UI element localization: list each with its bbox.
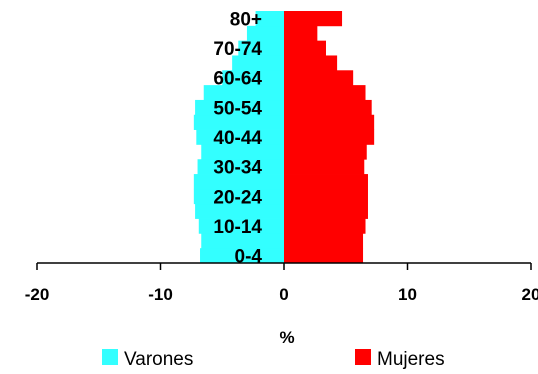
- mujeres-bar-80+: [284, 11, 343, 27]
- mujeres-bar-35-39: [284, 144, 367, 160]
- legend-label-varones: Varones: [124, 349, 193, 370]
- mujeres-bar-10-14: [284, 218, 366, 234]
- age-label-20-24: 20-24: [213, 187, 262, 208]
- varones-bar-10-14: [198, 218, 284, 234]
- x-axis-title: %: [279, 328, 294, 347]
- age-label-60-64: 60-64: [213, 69, 262, 90]
- age-label-70-74: 70-74: [213, 39, 262, 60]
- legend-swatch-varones: [102, 349, 118, 365]
- varones-bar-25-29: [193, 174, 284, 190]
- age-label-30-34: 30-34: [213, 158, 262, 179]
- x-tick-label-10: 10: [398, 285, 417, 304]
- varones-bar-60-64: [222, 70, 284, 86]
- age-label-80+: 80+: [230, 9, 262, 30]
- x-tick-label--20: -20: [25, 285, 50, 304]
- mujeres-bar-20-24: [284, 188, 368, 205]
- mujeres-bar-25-29: [284, 174, 368, 190]
- varones-bar-50-54: [195, 99, 284, 116]
- age-label-40-44: 40-44: [213, 128, 262, 149]
- varones-bar-20-24: [193, 188, 284, 205]
- x-axis-ticks: -20 -10 0 10 20: [25, 263, 538, 304]
- varones-bar-5-9: [201, 233, 284, 249]
- mujeres-bar-40-44: [284, 129, 375, 145]
- varones-bar-80+: [255, 11, 284, 27]
- varones-bar-75-79: [246, 25, 284, 42]
- legend: Varones Mujeres: [102, 349, 445, 370]
- varones-bar-40-44: [196, 129, 284, 145]
- varones-bar-0-4: [200, 248, 284, 264]
- mujeres-bar-60-64: [284, 70, 354, 86]
- mujeres-bar-50-54: [284, 99, 372, 116]
- mujeres-bars: [284, 11, 375, 264]
- x-tick-label-0: 0: [279, 285, 288, 304]
- varones-bar-65-69: [232, 55, 284, 71]
- varones-bar-30-34: [197, 159, 284, 175]
- age-label-50-54: 50-54: [213, 98, 262, 119]
- age-group-labels: 80+ 70-74 60-64 50-54 40-44 30-34 20-24 10-14 0-…: [213, 9, 262, 267]
- age-label-0-4: 0-4: [235, 247, 263, 268]
- varones-bar-15-19: [195, 203, 284, 219]
- mujeres-bar-70-74: [284, 40, 326, 56]
- mujeres-bar-30-34: [284, 159, 365, 175]
- mujeres-bar-65-69: [284, 55, 338, 71]
- age-label-10-14: 10-14: [213, 217, 262, 238]
- mujeres-bar-15-19: [284, 203, 368, 219]
- legend-swatch-mujeres: [355, 349, 371, 365]
- x-tick-label--10: -10: [148, 285, 173, 304]
- varones-bars: [193, 11, 284, 264]
- mujeres-bar-5-9: [284, 233, 364, 249]
- mujeres-bar-45-49: [284, 114, 375, 130]
- mujeres-bar-0-4: [284, 248, 364, 264]
- mujeres-bar-55-59: [284, 85, 366, 101]
- legend-label-mujeres: Mujeres: [377, 349, 445, 370]
- mujeres-bar-75-79: [284, 25, 318, 42]
- x-tick-label-20: 20: [522, 285, 538, 304]
- varones-bar-35-39: [201, 144, 284, 160]
- varones-bar-45-49: [193, 114, 284, 130]
- varones-bar-70-74: [238, 40, 284, 56]
- varones-bar-55-59: [203, 85, 284, 101]
